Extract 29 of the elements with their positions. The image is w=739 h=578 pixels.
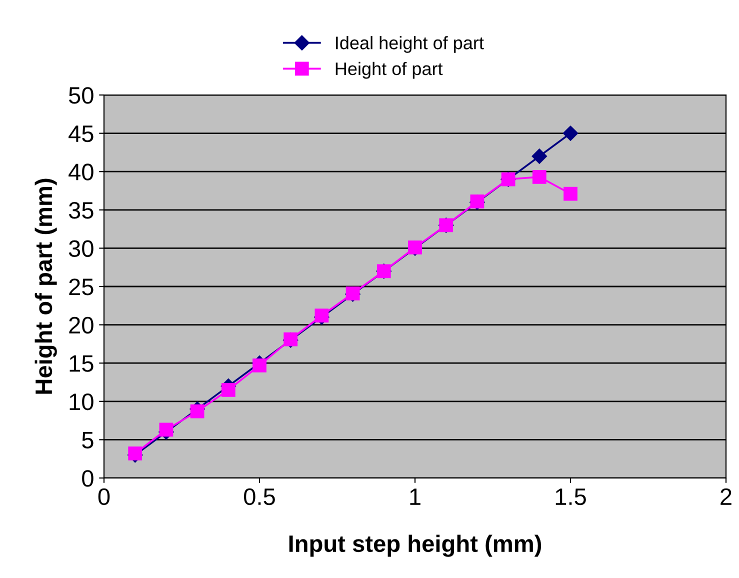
y-tick-label: 50 xyxy=(68,87,94,104)
point xyxy=(564,186,578,201)
legend-label: Ideal height of part xyxy=(336,36,484,53)
point xyxy=(532,170,546,184)
y-tick-label: 10 xyxy=(70,393,94,410)
y-axis-title: Height of part (mm) xyxy=(34,178,57,394)
x-axis-title: Input step height (mm) xyxy=(289,534,542,557)
y-tick-label: 5 xyxy=(82,432,94,448)
point xyxy=(221,382,236,397)
y-tick-label: 30 xyxy=(68,240,94,257)
y-tick-label: 0 xyxy=(82,470,94,487)
point xyxy=(562,126,578,141)
y-tick-label: 20 xyxy=(69,316,94,334)
y-tick-label: 45 xyxy=(68,126,94,142)
x-tick-label: 0 xyxy=(98,488,110,506)
point xyxy=(252,358,266,372)
x-tick-label: 1.5 xyxy=(556,488,586,506)
y-tick-label: 40 xyxy=(68,164,94,180)
legend-label: Height of part xyxy=(336,62,443,79)
point xyxy=(532,148,547,164)
point xyxy=(190,404,204,418)
point xyxy=(128,446,142,460)
x-tick-label: 2 xyxy=(720,488,732,505)
point xyxy=(159,422,174,437)
x-tick-label: 1 xyxy=(410,488,420,505)
y-tick-label: 35 xyxy=(68,202,94,219)
y-tick-label: 15 xyxy=(70,355,94,372)
x-tick-label: 0.5 xyxy=(244,488,275,506)
y-tick-label: 25 xyxy=(69,278,94,296)
